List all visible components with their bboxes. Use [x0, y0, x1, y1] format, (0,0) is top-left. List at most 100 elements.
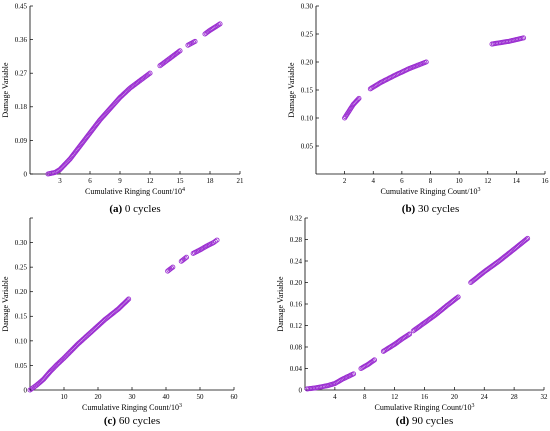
- y-tick-label: 0.05: [301, 142, 314, 150]
- x-tick-label: 21: [237, 177, 245, 185]
- data-point: [170, 264, 176, 270]
- x-tick-label: 12: [147, 177, 155, 185]
- panel-caption: (c) 60 cycles: [104, 415, 160, 427]
- x-tick-label: 18: [207, 177, 215, 185]
- data-point: [423, 59, 429, 65]
- data-point: [454, 295, 460, 301]
- y-tick-label: 0.09: [15, 137, 28, 145]
- y-tick-label: 0: [24, 386, 28, 394]
- y-tick-label: 0.05: [15, 362, 28, 370]
- x-tick-label: 9: [118, 177, 122, 185]
- data-point: [214, 237, 220, 243]
- x-tick-label: 30: [129, 393, 137, 401]
- y-tick-label: 0.10: [301, 114, 314, 122]
- data-point: [182, 255, 188, 261]
- x-tick-label: 10: [61, 393, 69, 401]
- data-point: [407, 331, 413, 337]
- y-axis-label: Damage Variable: [287, 62, 296, 118]
- x-tick-label: 20: [451, 393, 459, 401]
- y-tick-label: 0.32: [290, 214, 303, 222]
- x-tick-label: 6: [400, 177, 404, 185]
- x-tick-label: 12: [484, 177, 492, 185]
- data-point: [192, 38, 198, 45]
- x-tick-label: 8: [429, 177, 433, 185]
- y-tick-label: 0.20: [301, 58, 314, 66]
- x-tick-label: 2: [343, 177, 347, 185]
- data-point: [520, 35, 527, 41]
- x-axis-label: Cumulative Ringing Count/103: [375, 403, 475, 412]
- x-tick-label: 32: [541, 393, 549, 401]
- data-series: [342, 35, 527, 121]
- x-tick-label: 10: [456, 177, 464, 185]
- panel-d: 4 8 12 16 20 24 28 32 0 0.04 0.08 0.12 0.16 0.20 0.24 0…: [276, 214, 548, 427]
- y-tick-label: 0.28: [290, 236, 303, 244]
- y-tick-label: 0.30: [15, 239, 28, 247]
- y-axis-label: Damage Variable: [1, 276, 10, 332]
- x-axis-label: Cumulative Ringing Count/103: [381, 187, 481, 196]
- y-tick-label: 0.12: [290, 322, 303, 330]
- y-tick-label: 0.25: [15, 264, 28, 272]
- x-tick-label: 8: [363, 393, 367, 401]
- data-series: [45, 21, 223, 177]
- x-tick-label: 16: [542, 177, 550, 185]
- y-tick-label: 0.27: [15, 70, 28, 78]
- y-tick-label: 0.24: [290, 257, 303, 265]
- x-tick-label: 24: [481, 393, 489, 401]
- y-tick-label: 0.20: [15, 288, 28, 296]
- x-tick-label: 20: [95, 393, 103, 401]
- y-tick-label: 0.15: [301, 86, 314, 94]
- data-series: [304, 235, 531, 392]
- data-point: [370, 358, 376, 364]
- x-tick-label: 6: [88, 177, 92, 185]
- x-tick-label: 3: [58, 177, 62, 185]
- data-point: [350, 371, 357, 377]
- panel-b: 2 4 6 8 10 12 14 16 0.05 0.10 0.15 0.20 0.25 0.30 Dama…: [287, 2, 549, 215]
- y-tick-label: 0.18: [15, 103, 28, 111]
- panel-caption: (b) 30 cycles: [402, 203, 459, 215]
- y-tick-label: 0.10: [15, 337, 28, 345]
- data-point: [523, 236, 529, 242]
- data-point: [217, 21, 223, 27]
- x-tick-label: 4: [333, 393, 337, 401]
- y-tick-label: 0.08: [290, 343, 303, 351]
- data-point: [355, 96, 361, 102]
- x-axis-label: Cumulative Ringing Count/103: [82, 403, 182, 412]
- x-axis-label: Cumulative Ringing Count/104: [85, 187, 185, 196]
- data-point: [177, 48, 183, 54]
- x-tick-label: 50: [197, 393, 205, 401]
- y-tick-label: 0.45: [15, 2, 28, 10]
- x-tick-label: 4: [372, 177, 376, 185]
- y-tick-label: 0: [299, 386, 303, 394]
- y-tick-label: 0.20: [290, 279, 303, 287]
- data-point: [176, 49, 182, 55]
- data-point: [126, 296, 132, 302]
- y-tick-label: 0.25: [301, 30, 314, 38]
- panel-caption: (d) 90 cycles: [396, 415, 453, 427]
- data-point: [455, 294, 461, 300]
- data-point: [183, 254, 189, 260]
- data-point: [356, 95, 362, 101]
- data-point: [371, 357, 378, 363]
- y-tick-label: 0.15: [15, 313, 28, 321]
- y-axis-label: Damage Variable: [1, 62, 10, 118]
- x-tick-label: 16: [421, 393, 429, 401]
- data-point: [146, 71, 152, 77]
- x-tick-label: 15: [177, 177, 185, 185]
- x-tick-label: 14: [513, 177, 521, 185]
- y-tick-label: 0.30: [301, 2, 314, 10]
- x-tick-label: 28: [511, 393, 519, 401]
- y-tick-label: 0.04: [290, 365, 303, 373]
- data-series: [27, 237, 220, 393]
- panel-a: 3 6 9 12 15 18 21 0 0.09 0.18 0.27 0.36 0.45 Damage V…: [1, 2, 244, 215]
- y-tick-label: 0.36: [15, 36, 28, 44]
- y-tick-label: 0.16: [290, 300, 303, 308]
- data-point: [168, 265, 175, 271]
- panel-caption: (a) 0 cycles: [109, 203, 160, 215]
- data-point: [125, 297, 131, 303]
- x-tick-label: 12: [391, 393, 399, 401]
- data-point: [525, 235, 531, 241]
- panel-c: 10 20 30 40 50 60 0 0.05 0.10 0.15 0.20 0.25 0.30 Dam…: [1, 217, 238, 427]
- x-tick-label: 40: [163, 393, 171, 401]
- data-point: [147, 70, 153, 76]
